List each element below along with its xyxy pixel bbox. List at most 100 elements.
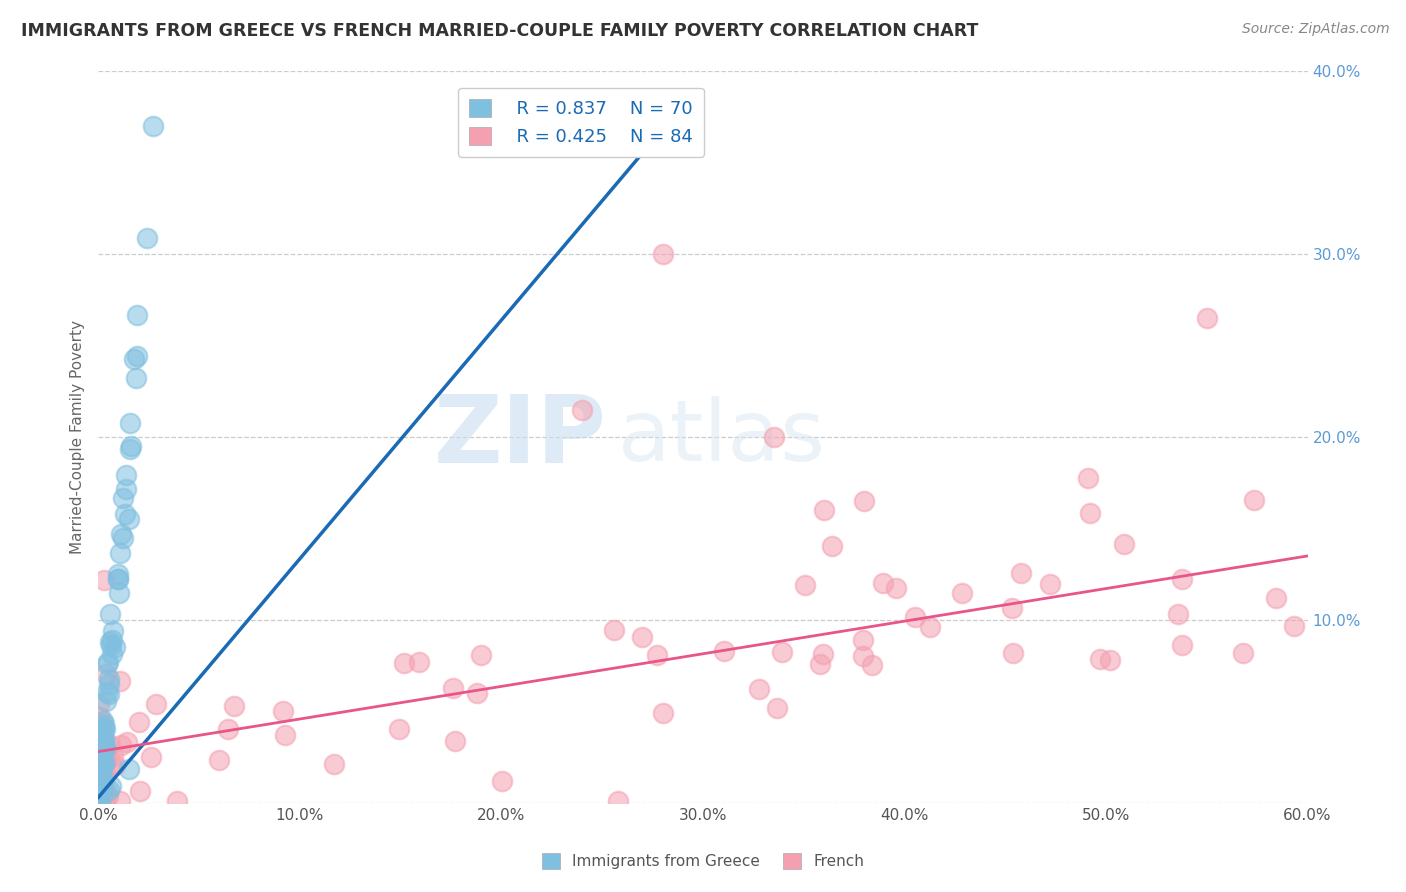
Point <box>1077 471 1099 485</box>
Point <box>821 539 844 553</box>
Point <box>100 647 122 661</box>
Point <box>136 231 159 245</box>
Point <box>108 674 131 689</box>
Point <box>467 685 489 699</box>
Point <box>100 756 122 771</box>
Point <box>388 722 411 736</box>
Point <box>94 723 117 737</box>
Point <box>93 741 115 756</box>
Point <box>94 666 117 681</box>
Point <box>762 430 785 444</box>
Point <box>89 697 111 711</box>
Point <box>118 512 141 526</box>
Point <box>94 694 117 708</box>
Point <box>208 753 231 767</box>
Point <box>606 794 628 808</box>
Point <box>128 715 150 730</box>
Point <box>93 731 115 746</box>
Point <box>111 491 134 505</box>
Point <box>94 785 117 799</box>
Point <box>1078 506 1101 520</box>
Point <box>90 772 112 787</box>
Point <box>97 783 120 797</box>
Point <box>748 681 770 696</box>
Point <box>110 527 132 541</box>
Point <box>217 722 239 736</box>
Point <box>602 623 624 637</box>
Point <box>90 775 112 789</box>
Point <box>93 736 115 750</box>
Point <box>91 714 114 728</box>
Point <box>91 766 114 780</box>
Point <box>651 706 673 720</box>
Point <box>97 789 120 803</box>
Point <box>645 648 668 662</box>
Point <box>120 439 142 453</box>
Point <box>491 774 513 789</box>
Point <box>89 762 111 776</box>
Point <box>918 620 941 634</box>
Point <box>93 756 115 770</box>
Point <box>1282 619 1305 633</box>
Point <box>1264 591 1286 606</box>
Point <box>145 697 167 711</box>
Point <box>107 567 129 582</box>
Point <box>98 635 121 649</box>
Point <box>125 371 148 385</box>
Point <box>1001 646 1024 660</box>
Point <box>813 503 835 517</box>
Text: IMMIGRANTS FROM GREECE VS FRENCH MARRIED-COUPLE FAMILY POVERTY CORRELATION CHART: IMMIGRANTS FROM GREECE VS FRENCH MARRIED… <box>21 22 979 40</box>
Point <box>103 640 125 655</box>
Point <box>89 794 111 808</box>
Point <box>1171 572 1194 586</box>
Point <box>765 701 787 715</box>
Point <box>884 582 907 596</box>
Point <box>1010 566 1032 580</box>
Point <box>101 632 124 647</box>
Point <box>651 247 673 261</box>
Point <box>96 657 118 672</box>
Point <box>101 749 124 764</box>
Point <box>872 575 894 590</box>
Point <box>90 762 112 776</box>
Point <box>323 757 346 772</box>
Point <box>100 779 122 793</box>
Point <box>100 638 122 652</box>
Point <box>93 794 115 808</box>
Point <box>851 649 873 664</box>
Point <box>93 727 115 741</box>
Point <box>91 785 114 799</box>
Point <box>89 739 111 754</box>
Point <box>853 494 876 508</box>
Point <box>91 783 114 797</box>
Point <box>142 120 165 134</box>
Point <box>98 677 121 691</box>
Point <box>122 352 145 367</box>
Point <box>101 624 124 638</box>
Point <box>811 647 834 661</box>
Point <box>89 794 111 808</box>
Point <box>114 507 136 521</box>
Point <box>470 648 492 663</box>
Point <box>1167 607 1189 621</box>
Point <box>114 483 136 497</box>
Point <box>904 610 927 624</box>
Legend:   R = 0.837    N = 70,   R = 0.425    N = 84: R = 0.837 N = 70, R = 0.425 N = 84 <box>458 87 704 157</box>
Point <box>90 717 112 731</box>
Text: Source: ZipAtlas.com: Source: ZipAtlas.com <box>1241 22 1389 37</box>
Point <box>93 756 115 770</box>
Point <box>98 607 121 621</box>
Point <box>110 738 132 752</box>
Point <box>1001 600 1024 615</box>
Point <box>91 752 114 766</box>
Point <box>1232 647 1254 661</box>
Point <box>115 734 138 748</box>
Point <box>107 572 129 586</box>
Point <box>108 545 131 559</box>
Point <box>104 757 127 772</box>
Point <box>111 531 134 545</box>
Point <box>1099 653 1122 667</box>
Point <box>808 657 831 672</box>
Point <box>94 740 117 755</box>
Point <box>91 747 114 762</box>
